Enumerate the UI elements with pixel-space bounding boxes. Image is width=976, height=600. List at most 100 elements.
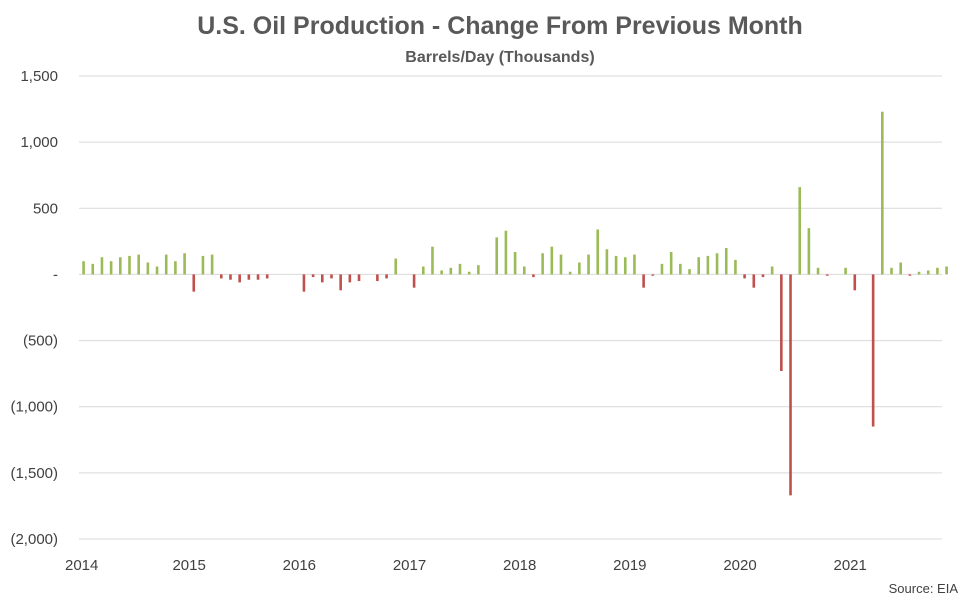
bar bbox=[495, 237, 499, 275]
bar bbox=[541, 253, 544, 275]
bar bbox=[174, 261, 177, 275]
bar bbox=[532, 274, 535, 278]
bar bbox=[522, 266, 526, 275]
bar bbox=[440, 270, 443, 275]
bar bbox=[816, 267, 820, 275]
bar bbox=[715, 253, 719, 275]
y-tick-label: (2,000) bbox=[10, 531, 58, 548]
bar bbox=[458, 263, 462, 275]
bar bbox=[633, 254, 636, 275]
x-axis: 2014 2015 2016 2017 2018 2019 2020 2021 bbox=[65, 557, 867, 574]
bar bbox=[247, 274, 251, 280]
bar bbox=[183, 253, 186, 275]
bar bbox=[623, 257, 627, 275]
x-tick-label: 2018 bbox=[503, 557, 536, 574]
bar bbox=[412, 274, 416, 288]
chart-title: U.S. Oil Production - Change From Previo… bbox=[197, 12, 803, 40]
bar bbox=[724, 247, 728, 275]
bar bbox=[210, 254, 214, 275]
bar bbox=[100, 257, 104, 275]
bar bbox=[357, 274, 361, 282]
bar bbox=[421, 266, 425, 275]
bar bbox=[881, 111, 884, 275]
bar bbox=[660, 263, 664, 275]
bar bbox=[871, 274, 875, 427]
bar bbox=[238, 274, 241, 283]
x-tick-label: 2014 bbox=[65, 557, 98, 574]
bar bbox=[431, 246, 434, 275]
bar bbox=[477, 265, 480, 275]
bar bbox=[578, 262, 581, 275]
bar bbox=[192, 274, 196, 292]
bar bbox=[91, 263, 95, 275]
bar bbox=[320, 274, 324, 283]
x-tick-label: 2015 bbox=[172, 557, 205, 574]
bar bbox=[385, 274, 388, 279]
bar bbox=[146, 262, 150, 275]
bar bbox=[844, 267, 847, 275]
bar bbox=[798, 187, 801, 275]
bar bbox=[761, 274, 765, 278]
bar bbox=[697, 257, 701, 275]
bar bbox=[467, 271, 471, 275]
bar bbox=[587, 254, 590, 275]
x-tick-label: 2021 bbox=[834, 557, 867, 574]
x-tick-label: 2019 bbox=[613, 557, 646, 574]
bar bbox=[890, 267, 893, 275]
y-tick-label: (500) bbox=[23, 333, 58, 350]
bar bbox=[220, 274, 223, 279]
bar bbox=[614, 255, 618, 275]
bar bbox=[109, 261, 113, 275]
y-axis: 1,500 1,000 500 - (500) (1,000) (1,500) (2,000) bbox=[10, 68, 58, 548]
y-tick-label: 1,500 bbox=[20, 68, 58, 85]
bar bbox=[504, 230, 508, 275]
bar bbox=[679, 263, 682, 275]
bar bbox=[945, 266, 948, 275]
bar bbox=[853, 274, 857, 291]
y-tick-label: (1,500) bbox=[10, 465, 58, 482]
bar bbox=[119, 257, 122, 275]
bar bbox=[789, 274, 792, 496]
bar bbox=[936, 267, 939, 275]
bar bbox=[780, 274, 783, 371]
x-tick-label: 2016 bbox=[283, 557, 316, 574]
bar bbox=[596, 229, 600, 275]
bar bbox=[651, 274, 655, 276]
y-tick-label: (1,000) bbox=[10, 399, 58, 416]
y-tick-label: 1,000 bbox=[20, 134, 58, 151]
bar bbox=[256, 274, 260, 280]
bar bbox=[743, 274, 746, 279]
bar bbox=[82, 261, 85, 275]
source-note: Source: EIA bbox=[889, 581, 959, 596]
bar bbox=[908, 274, 912, 276]
bar bbox=[449, 267, 453, 275]
bar bbox=[128, 255, 131, 275]
bar bbox=[394, 258, 398, 275]
bar bbox=[164, 254, 168, 275]
bar bbox=[550, 246, 554, 275]
bar bbox=[330, 274, 333, 279]
bar bbox=[899, 262, 902, 275]
x-tick-label: 2020 bbox=[723, 557, 756, 574]
bar bbox=[229, 274, 232, 280]
bar bbox=[568, 271, 572, 275]
bar bbox=[311, 274, 315, 278]
bar bbox=[605, 249, 609, 275]
bar bbox=[926, 270, 930, 275]
chart-subtitle: Barrels/Day (Thousands) bbox=[405, 49, 594, 66]
bar bbox=[155, 266, 159, 275]
bar bbox=[339, 274, 342, 291]
bar bbox=[706, 255, 710, 275]
bar bbox=[302, 274, 306, 292]
bar bbox=[265, 274, 269, 279]
y-tick-label: 500 bbox=[33, 200, 58, 217]
bar bbox=[642, 274, 645, 288]
bar bbox=[137, 254, 140, 275]
bar bbox=[917, 271, 921, 275]
bar bbox=[513, 251, 517, 275]
bar bbox=[201, 255, 205, 275]
bar bbox=[669, 251, 673, 275]
gridlines bbox=[79, 75, 942, 540]
bar bbox=[376, 274, 379, 282]
